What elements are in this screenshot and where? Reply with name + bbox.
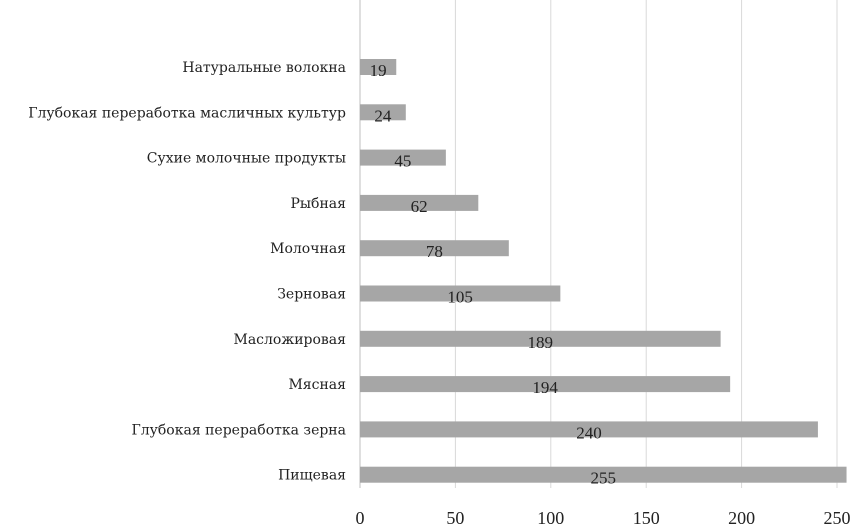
category-labels: Натуральные волокна Глубокая переработка … <box>28 60 346 484</box>
bar <box>360 59 397 75</box>
x-tick-label: 50 <box>446 508 464 528</box>
data-label: 240 <box>576 423 602 442</box>
bar <box>360 466 847 483</box>
bar <box>360 149 446 166</box>
bars <box>360 59 847 483</box>
x-tick-label: 100 <box>537 508 564 528</box>
data-label: 194 <box>532 378 558 397</box>
bar <box>360 421 818 438</box>
data-label: 189 <box>528 333 554 352</box>
data-label: 78 <box>426 242 443 261</box>
category-label: Масложировая <box>233 332 346 348</box>
bar <box>360 285 561 302</box>
x-tick-label: 200 <box>728 508 755 528</box>
bar <box>360 330 721 347</box>
data-label: 255 <box>591 469 617 488</box>
data-label: 19 <box>370 61 387 80</box>
x-tick-label: 250 <box>824 508 851 528</box>
category-label: Мясная <box>288 377 346 393</box>
bar <box>360 240 509 257</box>
x-tick-label: 0 <box>356 508 365 528</box>
category-label: Пищевая <box>278 468 346 484</box>
category-label: Зерновая <box>277 287 346 303</box>
data-label: 45 <box>394 152 411 171</box>
x-axis-ticks: 0 50 100 150 200 250 <box>356 508 851 528</box>
category-label: Глубокая переработка масличных культур <box>28 105 346 121</box>
category-label: Натуральные волокна <box>182 60 346 76</box>
data-label: 62 <box>411 197 428 216</box>
grid-lines <box>359 0 838 488</box>
data-label: 105 <box>447 288 473 307</box>
x-tick-label: 150 <box>633 508 660 528</box>
category-label: Сухие молочные продукты <box>147 151 346 167</box>
bar <box>360 104 406 121</box>
category-label: Рыбная <box>290 196 346 212</box>
bar <box>360 194 479 211</box>
category-label: Молочная <box>270 241 346 257</box>
category-label: Глубокая переработка зерна <box>131 422 346 438</box>
bar <box>360 376 731 393</box>
data-labels: 19 24 45 62 78 105 189 194 240 255 <box>370 61 616 488</box>
data-label: 24 <box>374 106 392 125</box>
